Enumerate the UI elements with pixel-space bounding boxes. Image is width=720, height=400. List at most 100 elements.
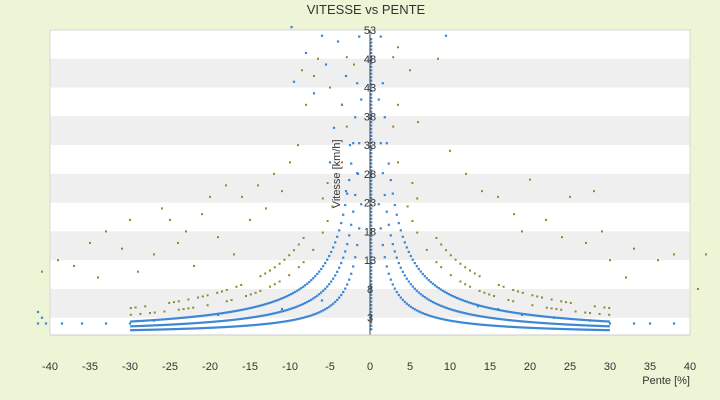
data-point: [345, 190, 347, 192]
data-point: [304, 302, 306, 304]
data-point: [588, 324, 590, 326]
data-point: [168, 302, 170, 304]
data-point: [187, 299, 189, 301]
data-point: [493, 295, 495, 297]
data-point: [273, 173, 275, 175]
data-point: [274, 312, 276, 314]
data-point: [265, 207, 267, 209]
data-point: [142, 329, 144, 331]
data-point: [252, 316, 254, 318]
data-point: [221, 290, 223, 292]
data-point: [164, 328, 166, 330]
data-point: [293, 249, 295, 251]
data-point: [289, 161, 291, 163]
data-point: [512, 319, 514, 321]
data-point: [561, 236, 563, 238]
data-point: [353, 64, 355, 66]
data-point: [536, 327, 538, 329]
data-point: [540, 327, 542, 329]
data-point: [202, 327, 204, 329]
data-point: [550, 316, 552, 318]
data-point: [358, 227, 360, 229]
data-point: [564, 317, 566, 319]
data-point: [270, 301, 272, 303]
data-point: [474, 323, 476, 325]
data-point: [494, 308, 496, 310]
data-point: [400, 267, 402, 269]
data-point: [606, 325, 608, 327]
data-point: [294, 291, 296, 293]
data-point: [410, 255, 412, 257]
data-point: [214, 313, 216, 315]
data-point: [598, 325, 600, 327]
data-point: [649, 322, 651, 324]
data-point: [354, 116, 356, 118]
data-point: [236, 325, 238, 327]
data-point: [136, 325, 138, 327]
data-point: [224, 326, 226, 328]
data-point: [152, 324, 154, 326]
data-point: [565, 301, 567, 303]
data-point: [240, 284, 242, 286]
data-point: [236, 318, 238, 320]
data-point: [432, 301, 434, 303]
data-point: [555, 308, 557, 310]
data-point: [396, 291, 398, 293]
data-point: [284, 296, 286, 298]
data-point: [184, 328, 186, 330]
data-point: [135, 307, 137, 309]
data-point: [514, 326, 516, 328]
data-point: [255, 292, 257, 294]
data-point: [320, 291, 322, 293]
data-point: [226, 300, 228, 302]
data-point: [600, 325, 602, 327]
data-point: [584, 312, 586, 314]
data-point: [464, 266, 466, 268]
data-point: [206, 321, 208, 323]
data-point: [174, 323, 176, 325]
data-point: [210, 321, 212, 323]
data-point: [466, 301, 468, 303]
data-point: [242, 318, 244, 320]
data-point: [284, 309, 286, 311]
data-point: [494, 325, 496, 327]
data-point: [334, 274, 336, 276]
data-point: [426, 314, 428, 316]
data-point: [384, 194, 386, 196]
data-point: [190, 322, 192, 324]
data-point: [426, 297, 428, 299]
data-point: [226, 289, 228, 291]
data-point: [349, 144, 351, 146]
data-point: [450, 254, 452, 256]
data-point: [254, 316, 256, 318]
data-point: [529, 179, 531, 181]
data-point: [272, 322, 274, 324]
data-point: [166, 318, 168, 320]
data-point: [196, 315, 198, 317]
data-point: [204, 327, 206, 329]
data-point: [279, 281, 281, 283]
data-point: [292, 319, 294, 321]
data-point: [517, 290, 519, 292]
data-point: [560, 317, 562, 319]
data-point: [522, 320, 524, 322]
data-point: [436, 317, 438, 319]
data-point: [177, 242, 179, 244]
data-point: [466, 312, 468, 314]
data-point: [138, 329, 140, 331]
data-point: [603, 307, 605, 309]
data-point: [163, 310, 165, 312]
data-point: [196, 322, 198, 324]
data-point: [585, 242, 587, 244]
data-point: [278, 321, 280, 323]
data-point: [328, 283, 330, 285]
data-point: [269, 286, 271, 288]
data-point: [608, 307, 610, 309]
data-point: [464, 300, 466, 302]
data-point: [531, 294, 533, 296]
data-point: [346, 243, 348, 245]
data-point: [414, 288, 416, 290]
data-point: [344, 250, 346, 252]
y-tick-label: 23: [364, 198, 376, 210]
data-point: [398, 294, 400, 296]
